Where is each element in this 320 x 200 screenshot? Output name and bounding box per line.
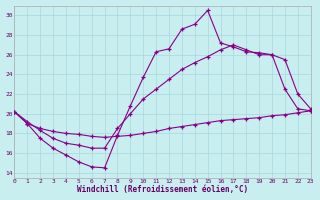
X-axis label: Windchill (Refroidissement éolien,°C): Windchill (Refroidissement éolien,°C) — [77, 185, 248, 194]
